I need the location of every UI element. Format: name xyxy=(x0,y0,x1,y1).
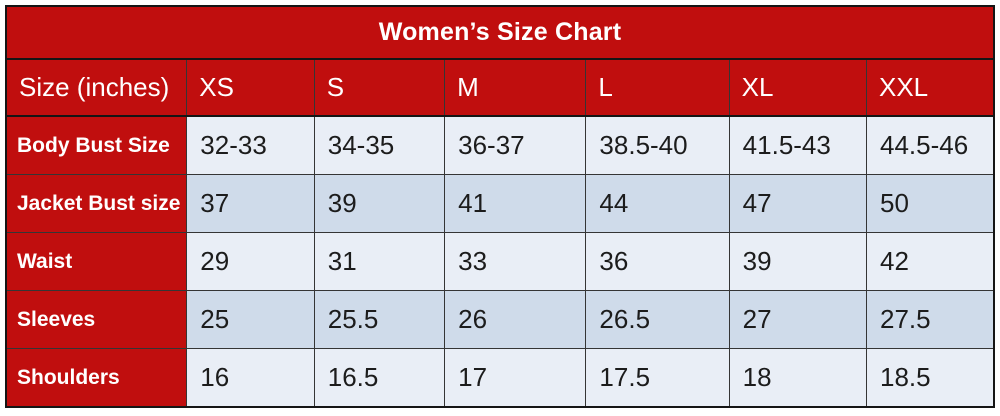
cell-value: 39 xyxy=(728,232,868,291)
cell-value: 17.5 xyxy=(585,348,730,408)
header-cell-xl: XL xyxy=(728,58,868,117)
cell-value: 16.5 xyxy=(313,348,446,408)
cell-value: 29 xyxy=(186,232,315,291)
cell-value: 27.5 xyxy=(866,290,995,349)
cell-value: 32-33 xyxy=(186,115,315,175)
cell-value: 36-37 xyxy=(444,115,587,175)
header-cell-s: S xyxy=(313,58,446,117)
row-label: Waist xyxy=(5,232,188,291)
cell-value: 26 xyxy=(444,290,587,349)
cell-value: 18 xyxy=(728,348,868,408)
row-label: Sleeves xyxy=(5,290,188,349)
cell-value: 36 xyxy=(585,232,730,291)
header-cell-size-inches: Size (inches) xyxy=(5,58,188,117)
cell-value: 42 xyxy=(866,232,995,291)
cell-value: 27 xyxy=(728,290,868,349)
table-row-waist: Waist 29 31 33 36 39 42 xyxy=(5,232,995,291)
cell-value: 38.5-40 xyxy=(585,115,730,175)
cell-value: 31 xyxy=(313,232,446,291)
cell-value: 41 xyxy=(444,174,587,233)
cell-value: 33 xyxy=(444,232,587,291)
cell-value: 25.5 xyxy=(313,290,446,349)
header-cell-xs: XS xyxy=(186,58,315,117)
cell-value: 37 xyxy=(186,174,315,233)
table-row-jacket-bust-size: Jacket Bust size 37 39 41 44 47 50 xyxy=(5,174,995,233)
cell-value: 41.5-43 xyxy=(728,115,868,175)
row-label: Shoulders xyxy=(5,348,188,408)
cell-value: 47 xyxy=(728,174,868,233)
header-cell-l: L xyxy=(585,58,730,117)
table-row-shoulders: Shoulders 16 16.5 17 17.5 18 18.5 xyxy=(5,348,995,408)
cell-value: 39 xyxy=(313,174,446,233)
cell-value: 25 xyxy=(186,290,315,349)
row-label: Body Bust Size xyxy=(5,115,188,175)
header-cell-m: M xyxy=(444,58,587,117)
header-cell-xxl: XXL xyxy=(866,58,995,117)
womens-size-chart-table: Women’s Size Chart Size (inches) XS S M … xyxy=(5,5,995,408)
header-row: Size (inches) XS S M L XL XXL xyxy=(5,58,995,117)
cell-value: 44.5-46 xyxy=(866,115,995,175)
cell-value: 17 xyxy=(444,348,587,408)
cell-value: 16 xyxy=(186,348,315,408)
cell-value: 50 xyxy=(866,174,995,233)
title-row: Women’s Size Chart xyxy=(5,5,995,60)
table-row-body-bust-size: Body Bust Size 32-33 34-35 36-37 38.5-40… xyxy=(5,115,995,175)
table-row-sleeves: Sleeves 25 25.5 26 26.5 27 27.5 xyxy=(5,290,995,349)
chart-title: Women’s Size Chart xyxy=(5,5,995,60)
cell-value: 44 xyxy=(585,174,730,233)
cell-value: 18.5 xyxy=(866,348,995,408)
cell-value: 34-35 xyxy=(313,115,446,175)
row-label: Jacket Bust size xyxy=(5,174,188,233)
cell-value: 26.5 xyxy=(585,290,730,349)
